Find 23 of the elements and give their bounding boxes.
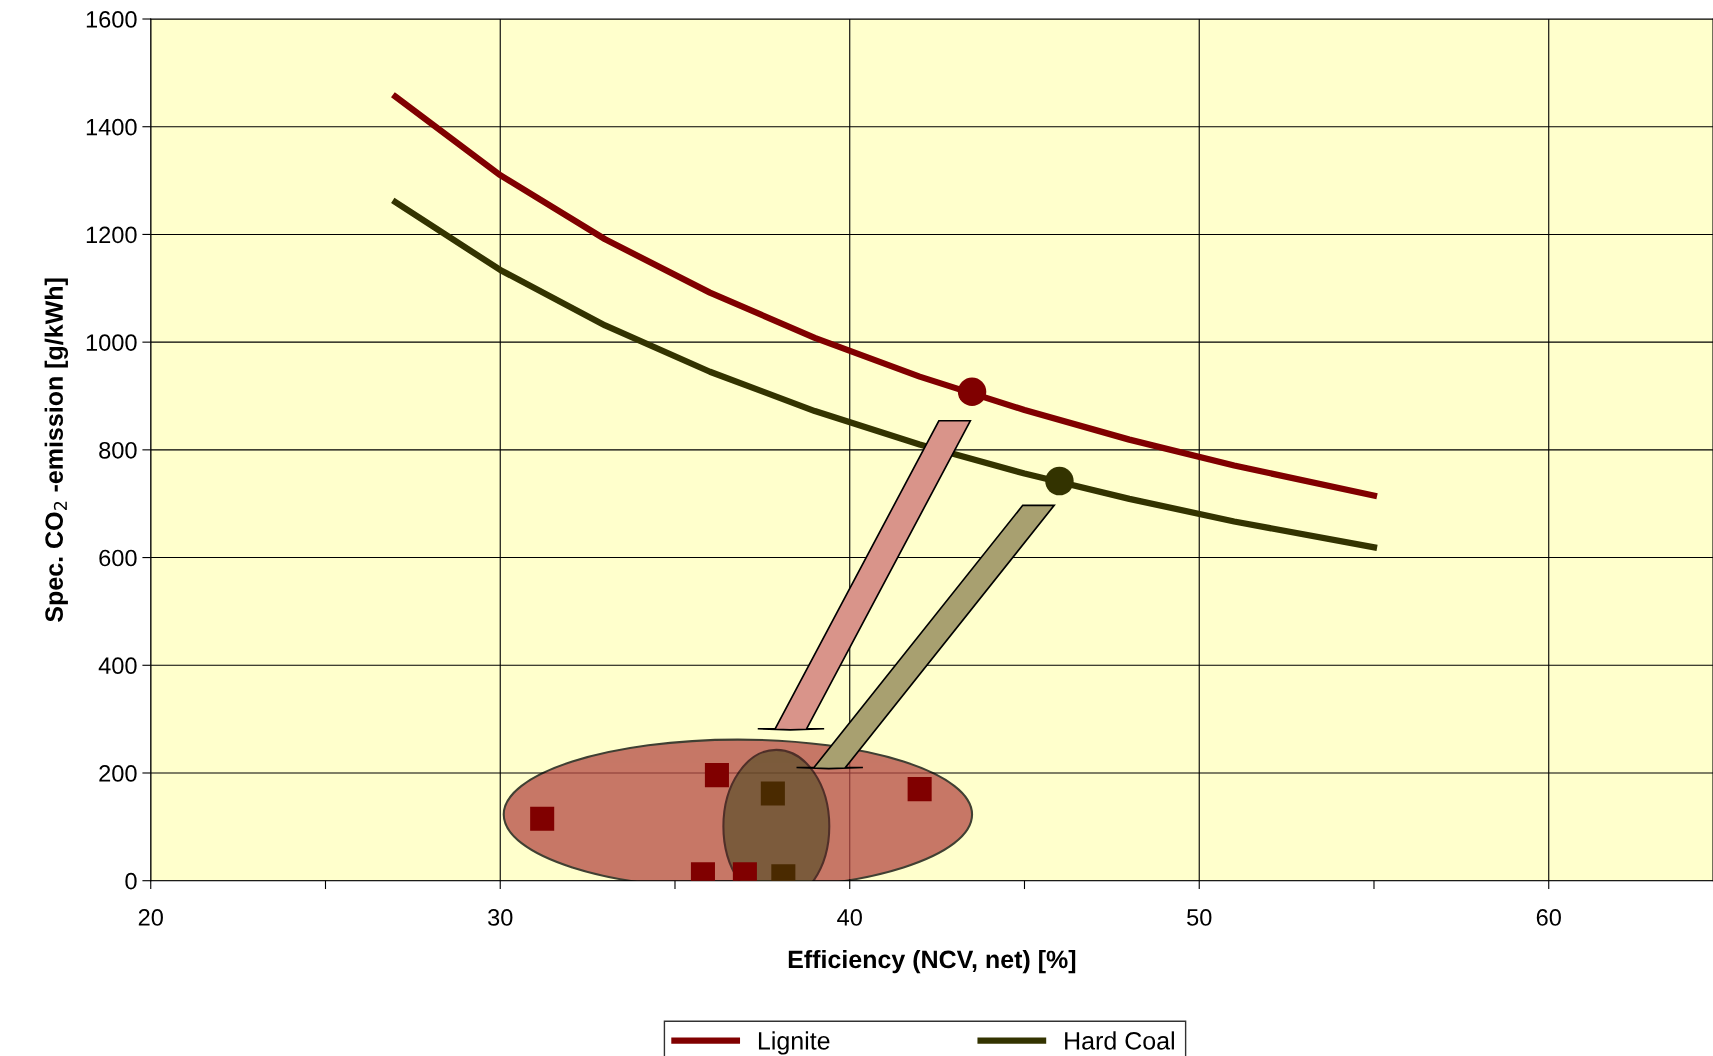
point <box>530 806 555 831</box>
point <box>760 781 785 806</box>
x-tick-label: 30 <box>488 909 513 926</box>
x-axis-title: Efficiency (NCV, net) [%] <box>788 949 1076 974</box>
legend-label: Lignite <box>758 1031 830 1055</box>
point <box>1045 466 1074 496</box>
x-tick-label: 60 <box>1536 909 1561 926</box>
y-tick-label: 1600 <box>86 11 137 28</box>
x-tick-label: 20 <box>138 909 163 926</box>
y-tick-label: 1200 <box>86 226 137 244</box>
x-tick-label: 40 <box>837 909 862 926</box>
y-tick-label: 1000 <box>86 334 137 351</box>
y-tick-label: 600 <box>99 549 137 567</box>
x-tick-label: 50 <box>1187 909 1212 926</box>
point <box>704 763 729 788</box>
legend-label: Hard Coal <box>1065 1031 1174 1050</box>
y-tick-label: 0 <box>125 872 137 890</box>
y-tick-label: 400 <box>98 657 137 675</box>
y-tick-label: 1400 <box>86 118 137 136</box>
y-axis-title: Spec. CO$_{2}$ -emission [g/kWh] <box>44 278 69 622</box>
y-tick-label: 200 <box>99 765 137 782</box>
point <box>907 777 932 802</box>
y-tick-label: 800 <box>99 441 137 459</box>
